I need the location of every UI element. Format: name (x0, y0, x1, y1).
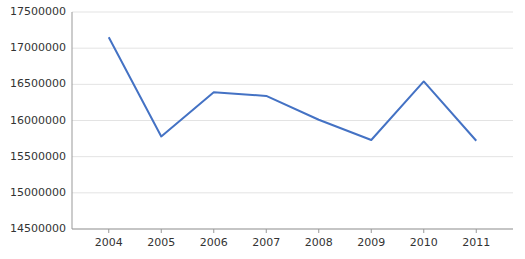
plot-area (109, 37, 477, 140)
chart-svg: 14500000 15000000 15500000 16000000 16500000… (0, 0, 525, 259)
grid-line (72, 229, 513, 230)
grid-line (72, 12, 513, 13)
chart-container: 14500000 15000000 15500000 16000000 16500000… (0, 0, 525, 259)
x-tick (476, 229, 477, 233)
y-axis-line (72, 12, 73, 229)
grid-line (72, 156, 513, 157)
data-line (109, 37, 477, 140)
y-tick-label: 14500000 (10, 222, 66, 235)
grid-line (72, 84, 513, 85)
axes: 14500000 15000000 15500000 16000000 16500000… (10, 5, 513, 249)
x-tick-label: 2009 (357, 236, 385, 249)
grid-line (72, 192, 513, 193)
x-tick (318, 229, 319, 233)
x-tick-label: 2008 (305, 236, 333, 249)
grid-line (72, 120, 513, 121)
grid (72, 12, 513, 229)
x-tick (423, 229, 424, 233)
y-tick-label: 16500000 (10, 77, 66, 90)
y-tick-label: 17500000 (10, 5, 66, 18)
x-tick-label: 2007 (252, 236, 280, 249)
y-tick-label: 17000000 (10, 41, 66, 54)
x-tick (108, 229, 109, 233)
grid-line (72, 48, 513, 49)
x-tick (213, 229, 214, 233)
x-tick-label: 2010 (410, 236, 438, 249)
x-tick-label: 2005 (147, 236, 175, 249)
x-tick-label: 2004 (95, 236, 123, 249)
x-tick (266, 229, 267, 233)
y-tick-label: 15000000 (10, 186, 66, 199)
x-tick (161, 229, 162, 233)
x-tick-label: 2011 (462, 236, 490, 249)
x-tick (371, 229, 372, 233)
x-axis-line (72, 229, 513, 230)
x-tick-label: 2006 (200, 236, 228, 249)
y-tick-label: 15500000 (10, 150, 66, 163)
y-tick-label: 16000000 (10, 114, 66, 127)
